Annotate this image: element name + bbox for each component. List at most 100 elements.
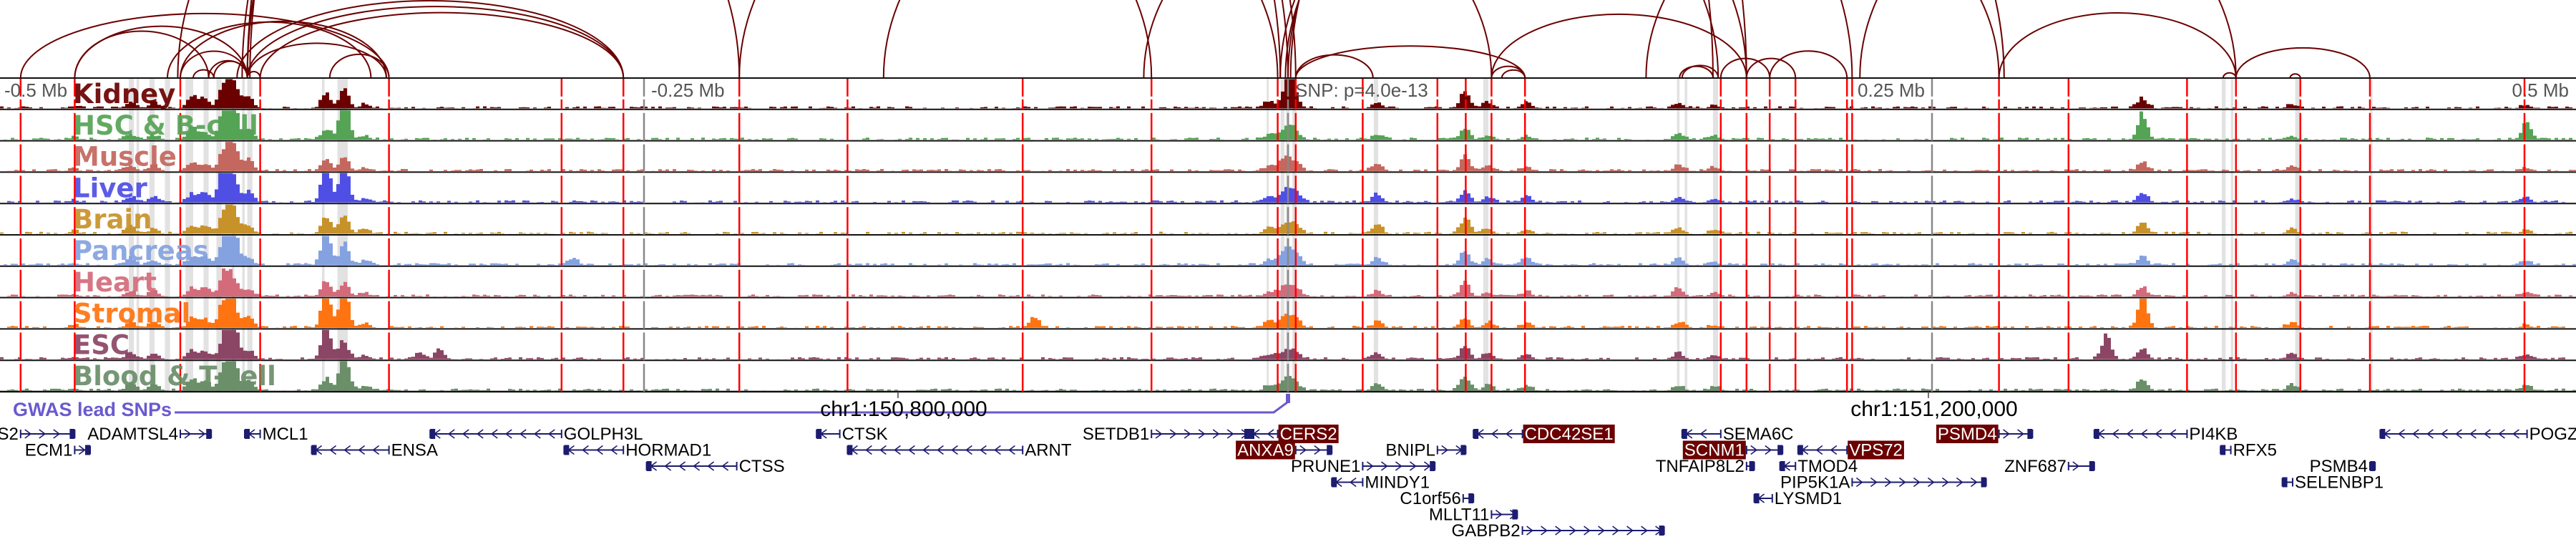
loop-arc (2235, 47, 2371, 79)
strand-arrow-icon (1626, 526, 1634, 536)
strand-arrow-icon (504, 429, 512, 439)
exon-block (206, 429, 212, 439)
gene-ctss: CTSS (645, 457, 785, 476)
gene-label: PI4KB (2189, 425, 2238, 444)
strand-arrow-icon (1184, 429, 1191, 439)
coord-label: chr1:150,800,000 (820, 397, 987, 421)
strand-arrow-icon (922, 445, 930, 455)
loop-arc (1769, 50, 1848, 79)
loop-arc (192, 69, 215, 79)
gene-s2: S2 (0, 425, 76, 444)
strand-arrow-icon (184, 429, 192, 439)
exon-block (311, 445, 317, 455)
loop-arc (19, 12, 390, 79)
exon-block (1797, 445, 1803, 455)
exon-block (2220, 445, 2226, 455)
exon-block (1682, 429, 1687, 439)
track-label: ESC (73, 329, 130, 360)
loop-arc (241, 0, 1297, 79)
exon-block (1981, 477, 1986, 488)
gwas-label: GWAS lead SNPs (13, 399, 172, 420)
strand-arrow-icon (1870, 477, 1878, 488)
strand-arrow-icon (198, 429, 206, 439)
gene-label: PSMB4 (2310, 457, 2368, 476)
gene-highlight-badge (1682, 440, 1746, 460)
strand-arrow-icon (2412, 429, 2419, 439)
exon-block (2027, 429, 2033, 439)
strand-arrow-icon (596, 445, 603, 455)
strand-arrow-icon (358, 445, 366, 455)
axis-label: 0.25 Mb (1858, 79, 1925, 101)
gene-label: MLLT11 (1429, 505, 1489, 525)
gene-label: CTSS (739, 457, 785, 476)
loop-arc (2222, 72, 2237, 79)
strand-arrow-icon (2498, 429, 2505, 439)
strand-arrow-icon (447, 429, 455, 439)
gene-label: C1orf56 (1400, 489, 1460, 508)
gene-adamtsl4: ADAMTSL4 (87, 425, 213, 444)
strand-arrow-icon (1366, 461, 1374, 471)
track-label: Liver (73, 173, 147, 203)
strand-arrow-icon (693, 461, 701, 471)
gene-label: HORMAD1 (625, 441, 711, 460)
gene-label: ENSA (391, 441, 438, 460)
gwas-track: GWAS lead SNPs (13, 394, 1290, 420)
strand-arrow-icon (1941, 477, 1949, 488)
track-label: Pancreas (73, 236, 209, 266)
axis-label: 0.5 Mb (2512, 79, 2570, 101)
loop-arc (74, 30, 210, 79)
exon-block (2380, 429, 2386, 439)
gene-cdc42se1: CDC42SE1 (1473, 425, 1615, 444)
gene-scnm1: SCNM1 (1682, 440, 1784, 460)
gene-label: CDC42SE1 (1525, 425, 1614, 444)
loop-arc (1998, 11, 2237, 79)
strand-arrow-icon (1491, 429, 1498, 439)
strand-arrow-icon (2398, 429, 2405, 439)
strand-arrow-icon (343, 445, 351, 455)
strand-arrow-icon (980, 445, 987, 455)
strand-arrow-icon (1855, 477, 1863, 488)
strand-arrow-icon (1267, 429, 1274, 439)
gene-label: TMOD4 (1797, 457, 1858, 476)
loop-arc (738, 0, 1153, 79)
gene-hormad1: HORMAD1 (563, 441, 711, 460)
strand-arrow-icon (865, 445, 872, 455)
gene-setdb1: SETDB1 (1083, 425, 1250, 444)
gene-psmb4: PSMB4 (2310, 457, 2376, 476)
coord-label: chr1:151,200,000 (1850, 397, 2018, 421)
exon-block (2370, 461, 2376, 471)
strand-arrow-icon (1956, 477, 1963, 488)
exon-block (69, 429, 75, 439)
gene-label: S2 (0, 425, 19, 444)
gwas-snp-marker (1286, 394, 1290, 403)
strand-arrow-icon (519, 429, 527, 439)
strand-arrow-icon (879, 445, 887, 455)
track-label: Brain (73, 204, 152, 235)
gene-highlight-badge (1278, 425, 1339, 443)
strand-arrow-icon (2469, 429, 2477, 439)
strand-arrow-icon (2140, 429, 2148, 439)
loop-arc (1287, 0, 1853, 79)
gene-label: MCL1 (263, 425, 308, 444)
loop-arc (180, 20, 387, 79)
gene-prune1: PRUNE1 (1291, 457, 1436, 476)
exon-block (430, 429, 436, 439)
loop-arc (1294, 45, 1526, 79)
exon-block (1460, 445, 1466, 455)
exon-block (245, 429, 250, 439)
strand-arrow-icon (1927, 477, 1935, 488)
exon-block (2094, 429, 2099, 439)
exon-block (1473, 429, 1479, 439)
gene-label: MINDY1 (1365, 473, 1430, 493)
gene-mllt11: MLLT11 (1429, 505, 1518, 525)
strand-arrow-icon (39, 429, 47, 439)
track-label: Heart (73, 267, 157, 298)
gene-label: POGZ (2529, 425, 2576, 444)
position-axis: -0.5 Mb -0.25 Mb SNP: p=4.0e-13 0.25 Mb 0.5 … (4, 79, 2569, 101)
gene-highlight-badge (1936, 425, 1999, 443)
loop-arc (328, 53, 390, 79)
track-label: HSC & B-cell (73, 110, 258, 141)
strand-arrow-icon (1395, 461, 1402, 471)
exon-block (1749, 461, 1755, 471)
loop-arc (1143, 0, 1493, 79)
